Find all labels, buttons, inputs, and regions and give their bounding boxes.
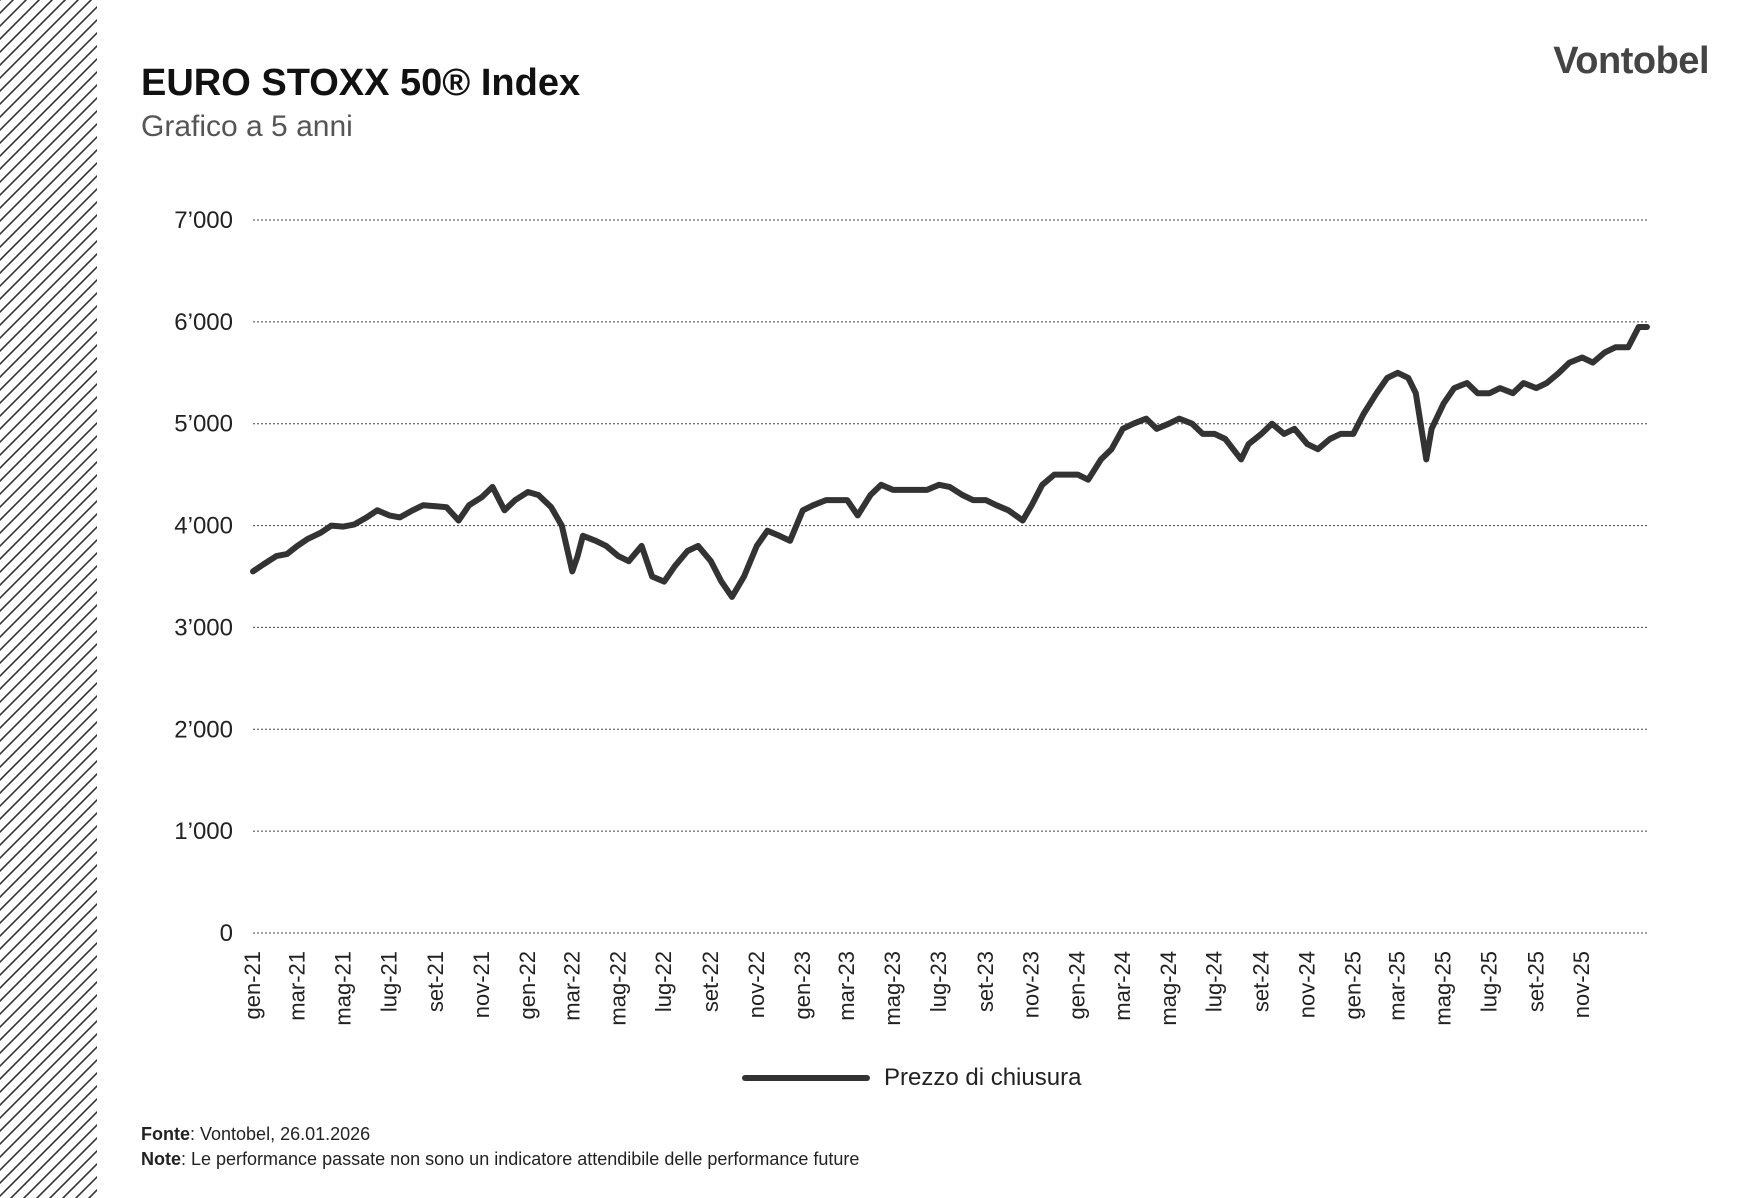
x-tick-label: lug-22 (651, 951, 676, 1012)
source-label: Fonte (141, 1124, 190, 1144)
x-tick-label: gen-23 (790, 951, 815, 1020)
x-tick-label: set-25 (1523, 951, 1548, 1012)
x-tick-label: mar-24 (1110, 951, 1135, 1021)
hatch-pattern (0, 0, 97, 1198)
x-tick-label: mag-22 (605, 951, 630, 1026)
x-tick-label: lug-24 (1202, 951, 1227, 1012)
page-title: EURO STOXX 50® Index (141, 62, 581, 104)
x-tick-label: set-23 (973, 951, 998, 1012)
y-tick-label: 4’000 (174, 513, 233, 540)
x-tick-label: mag-24 (1156, 951, 1181, 1026)
legend-line-swatch (742, 1075, 870, 1081)
x-tick-label: set-24 (1248, 951, 1273, 1012)
x-tick-label: set-22 (698, 951, 723, 1012)
y-tick-label: 0 (220, 920, 233, 947)
note-text: : Le performance passate non sono un ind… (181, 1149, 860, 1169)
x-tick-label: nov-22 (744, 951, 769, 1018)
note-label: Note (141, 1149, 181, 1169)
series-line (250, 324, 1650, 600)
x-tick-label: mar-23 (834, 951, 859, 1021)
x-tick-label: lug-25 (1477, 951, 1502, 1012)
brand-logo: Vontobel (1553, 40, 1709, 82)
x-tick-label: nov-23 (1019, 951, 1044, 1018)
chart-legend: Prezzo di chiusura (742, 1064, 1081, 1092)
legend-label: Prezzo di chiusura (884, 1064, 1082, 1091)
source-text: : Vontobel, 26.01.2026 (190, 1124, 371, 1144)
x-tick-label: mag-21 (330, 951, 355, 1026)
x-tick-label: mar-22 (559, 951, 584, 1021)
x-tick-label: mar-21 (284, 951, 309, 1021)
x-tick-label: lug-21 (376, 951, 401, 1012)
x-tick-label: gen-24 (1065, 951, 1090, 1020)
x-tick-label: nov-21 (469, 951, 494, 1018)
page-subtitle: Grafico a 5 anni (141, 110, 353, 143)
x-tick-label: nov-24 (1294, 951, 1319, 1018)
y-tick-label: 1’000 (174, 818, 233, 845)
x-tick-label: set-21 (423, 951, 448, 1012)
y-tick-label: 2’000 (174, 716, 233, 743)
x-tick-label: gen-25 (1340, 951, 1365, 1020)
x-tick-label: mar-25 (1385, 951, 1410, 1021)
y-tick-label: 3’000 (174, 614, 233, 641)
y-tick-label: 5’000 (174, 411, 233, 438)
x-tick-label: mag-25 (1431, 951, 1456, 1026)
y-tick-label: 6’000 (174, 309, 233, 336)
x-tick-label: nov-25 (1569, 951, 1594, 1018)
x-tick-label: lug-23 (926, 951, 951, 1012)
disclaimer-note: Note: Le performance passate non sono un… (141, 1149, 859, 1170)
y-tick-label: 7’000 (174, 207, 233, 234)
x-tick-label: gen-22 (515, 951, 540, 1020)
source-note: Fonte: Vontobel, 26.01.2026 (141, 1124, 370, 1145)
x-tick-label: gen-21 (240, 951, 265, 1020)
x-tick-label: mag-23 (880, 951, 905, 1026)
